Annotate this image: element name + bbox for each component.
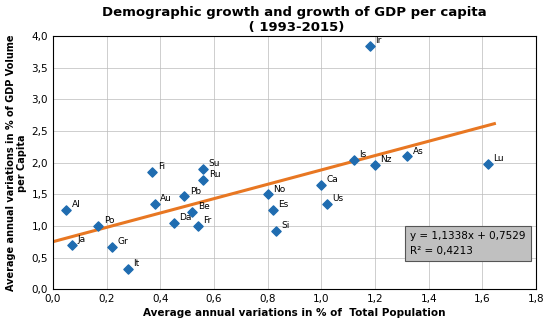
Y-axis label: Average annual variations in % of GDP Volume
per Capita: Average annual variations in % of GDP Vo…	[6, 35, 27, 291]
Text: Is: Is	[359, 150, 366, 159]
Point	[194, 224, 202, 229]
Point	[365, 43, 374, 48]
Point	[403, 154, 411, 159]
Text: Gr: Gr	[118, 237, 128, 246]
Text: Ir: Ir	[375, 36, 382, 45]
Text: No: No	[273, 185, 285, 194]
Point	[107, 244, 116, 249]
Text: Nz: Nz	[381, 155, 392, 164]
Text: Ja: Ja	[77, 235, 85, 244]
Text: Pb: Pb	[190, 187, 201, 196]
Title: Demographic growth and growth of GDP per capita
 ( 1993-2015): Demographic growth and growth of GDP per…	[102, 6, 487, 34]
Text: As: As	[413, 147, 424, 156]
X-axis label: Average annual variations in % of  Total Population: Average annual variations in % of Total …	[143, 308, 446, 318]
Point	[199, 177, 207, 182]
Point	[62, 208, 70, 213]
Point	[180, 194, 189, 199]
Text: Au: Au	[161, 194, 172, 203]
Point	[188, 210, 197, 215]
Text: Be: Be	[198, 202, 210, 211]
Point	[268, 208, 277, 213]
Text: Su: Su	[209, 159, 220, 168]
Text: Fi: Fi	[158, 162, 165, 171]
Point	[349, 157, 358, 162]
Text: y = 1,1338x + 0,7529
R² = 0,4213: y = 1,1338x + 0,7529 R² = 0,4213	[410, 231, 525, 256]
Text: Si: Si	[281, 221, 290, 230]
Point	[148, 170, 157, 175]
Point	[94, 224, 103, 229]
Point	[199, 167, 207, 172]
Point	[67, 242, 76, 248]
Text: Us: Us	[332, 194, 343, 203]
Point	[371, 162, 380, 167]
Text: Lu: Lu	[493, 154, 504, 163]
Point	[271, 228, 280, 233]
Point	[483, 161, 492, 167]
Text: Po: Po	[104, 216, 114, 225]
Text: Ru: Ru	[209, 170, 221, 179]
Point	[124, 266, 133, 271]
Point	[322, 201, 331, 206]
Point	[317, 182, 326, 188]
Text: It: It	[134, 259, 140, 268]
Text: Ca: Ca	[327, 175, 339, 184]
Point	[263, 192, 272, 197]
Point	[169, 220, 178, 226]
Text: Es: Es	[278, 201, 289, 210]
Text: Al: Al	[72, 201, 80, 210]
Point	[151, 201, 160, 206]
Text: Da: Da	[179, 213, 191, 222]
Text: Fr: Fr	[204, 216, 212, 225]
